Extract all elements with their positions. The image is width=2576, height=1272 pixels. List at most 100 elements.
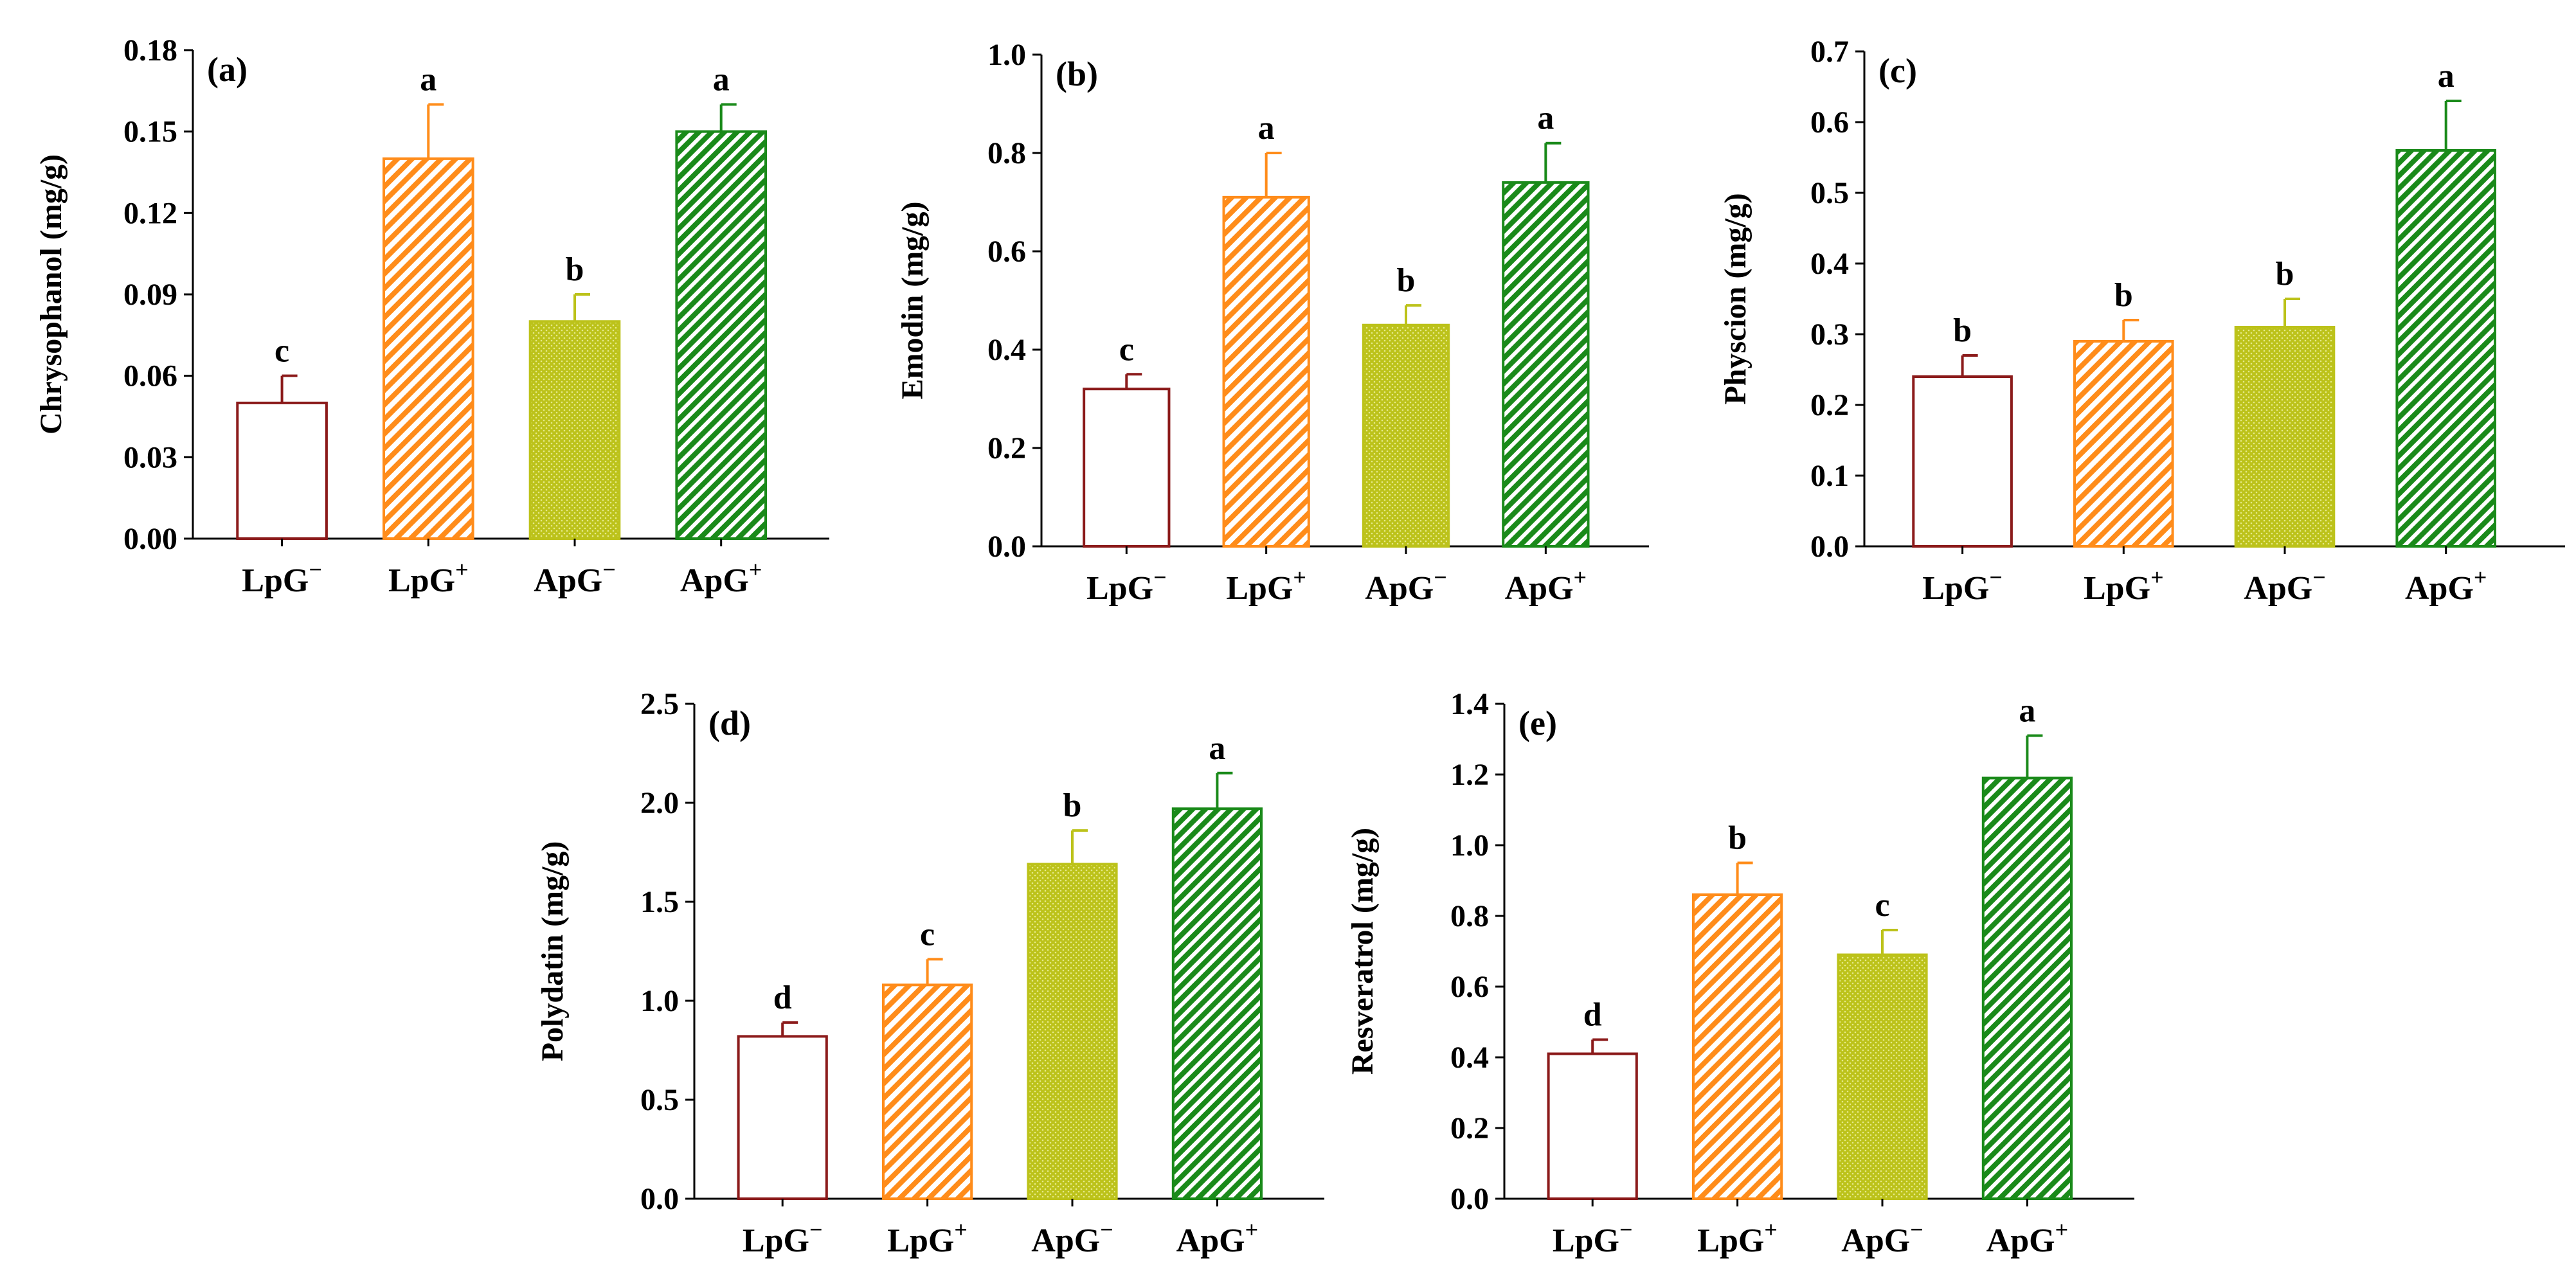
- bar-apg-minus: [2234, 326, 2336, 548]
- x-category-sup: +: [455, 557, 469, 582]
- y-tick-label: 0.2: [1810, 388, 1849, 422]
- significance-letter: b: [1953, 312, 1972, 349]
- bar-apg-plus: [1981, 776, 2073, 1200]
- y-axis-title: Polydatin (mg/g): [536, 841, 570, 1062]
- x-category-label: ApG+: [1176, 1217, 1258, 1259]
- x-category-base: ApG: [1365, 570, 1434, 607]
- x-category-sup: −: [1434, 564, 1447, 590]
- y-tick-label: 0.5: [640, 1083, 679, 1117]
- y-tick-label: 0.2: [987, 431, 1026, 465]
- bar-lpg-minus: [236, 401, 328, 541]
- bar-lpg-minus: [1912, 375, 2013, 548]
- x-category-base: ApG: [1176, 1223, 1245, 1259]
- bar-apg-plus: [2395, 149, 2496, 548]
- bar-lpg-plus: [383, 157, 474, 540]
- bar-lpg-plus: [1692, 893, 1783, 1200]
- x-category-base: LpG: [388, 562, 455, 599]
- x-category-sup: −: [309, 557, 322, 582]
- x-category-label: ApG+: [680, 557, 762, 599]
- x-category-sup: +: [954, 1217, 968, 1242]
- y-tick-label: 1.4: [1450, 687, 1489, 721]
- x-category-label: LpG−: [242, 557, 322, 599]
- chart-panel-3: 0.0 0.1 0.2 0.3 0.4 0.5 0.6 0.7 Physcion (mg/g) (…: [1718, 35, 2565, 607]
- significance-letter: a: [713, 61, 730, 98]
- x-category-label: ApG+: [2405, 564, 2487, 607]
- x-category-label: ApG−: [2244, 564, 2325, 607]
- y-tick-label: 0.15: [123, 115, 177, 149]
- significance-letter: b: [2276, 256, 2294, 292]
- y-axis-title: Physcion (mg/g): [1718, 193, 1752, 404]
- x-category-label: ApG−: [534, 557, 615, 599]
- y-axis-title: Emodin (mg/g): [896, 201, 930, 399]
- x-category-sup: −: [2312, 564, 2326, 590]
- x-category-label: LpG+: [887, 1217, 968, 1259]
- bar-apg-plus: [1502, 181, 1590, 548]
- y-tick-label: 0.12: [123, 196, 177, 230]
- panel-label: (a): [207, 50, 248, 89]
- x-category-label: ApG+: [1505, 564, 1587, 607]
- y-tick-label: 1.5: [640, 885, 679, 919]
- x-category-base: LpG: [242, 562, 309, 599]
- bar-apg-plus: [675, 130, 768, 540]
- bar-lpg-plus: [882, 983, 973, 1200]
- y-tick-label: 0.06: [123, 359, 177, 393]
- x-category-base: ApG: [1986, 1223, 2055, 1259]
- x-category-sup: −: [1989, 564, 2003, 590]
- x-category-sup: −: [1619, 1217, 1633, 1242]
- significance-letter: c: [1119, 331, 1134, 368]
- y-tick-label: 0.0: [987, 530, 1026, 564]
- y-tick-label: 0.5: [1810, 176, 1849, 210]
- significance-letter: b: [1728, 820, 1747, 857]
- x-category-label: LpG+: [2084, 564, 2164, 607]
- x-category-sup: +: [1293, 564, 1306, 590]
- chart-panel-4: 0.0 0.5 1.0 1.5 2.0 2.5 Polydatin (mg/g) (d) d Lp…: [536, 687, 1324, 1259]
- y-tick-label: 0.4: [1810, 247, 1849, 281]
- x-category-sup: +: [1574, 564, 1587, 590]
- chart-panel-5: 0.0 0.2 0.4 0.6 0.8 1.0 1.2 1.4 Resveratrol (mg/…: [1346, 687, 2134, 1259]
- significance-letter: c: [1875, 887, 1889, 924]
- x-category-base: LpG: [2084, 570, 2150, 607]
- y-axis-title: Chrysophanol (mg/g): [34, 154, 68, 434]
- y-tick-label: 0.0: [1810, 530, 1849, 564]
- y-tick-label: 1.2: [1450, 758, 1489, 792]
- x-category-base: LpG: [1922, 570, 1989, 607]
- x-category-base: LpG: [887, 1223, 954, 1259]
- x-category-label: LpG−: [1086, 564, 1167, 607]
- panel-label: (b): [1056, 55, 1098, 93]
- y-tick-label: 0.2: [1450, 1111, 1489, 1145]
- significance-letter: b: [1063, 787, 1082, 824]
- significance-letter: a: [1537, 100, 1554, 137]
- y-tick-label: 0.1: [1810, 459, 1849, 493]
- x-category-base: ApG: [2405, 570, 2474, 607]
- x-category-base: LpG: [743, 1223, 809, 1259]
- bar-apg-plus: [1171, 807, 1263, 1200]
- x-category-sup: −: [1100, 1217, 1113, 1242]
- y-tick-label: 0.4: [987, 333, 1026, 367]
- x-category-label: ApG−: [1841, 1217, 1923, 1259]
- x-category-label: ApG−: [1031, 1217, 1113, 1259]
- x-category-label: LpG−: [1553, 1217, 1633, 1259]
- x-category-sup: −: [1910, 1217, 1923, 1242]
- bar-lpg-plus: [1222, 195, 1310, 548]
- significance-letter: d: [773, 980, 792, 1016]
- x-category-base: LpG: [1086, 570, 1153, 607]
- x-category-base: ApG: [1841, 1223, 1910, 1259]
- y-tick-label: 0.18: [123, 33, 177, 67]
- y-tick-label: 0.09: [123, 278, 177, 312]
- x-category-label: ApG+: [1986, 1217, 2068, 1259]
- bar-lpg-minus: [1083, 388, 1171, 548]
- y-tick-label: 1.0: [987, 38, 1026, 72]
- y-axis-title: Resveratrol (mg/g): [1346, 828, 1380, 1075]
- significance-letter: a: [420, 61, 437, 98]
- x-category-sup: +: [1245, 1217, 1259, 1242]
- x-category-base: LpG: [1553, 1223, 1619, 1259]
- y-tick-label: 0.6: [1810, 105, 1849, 139]
- bar-lpg-minus: [737, 1035, 828, 1200]
- y-tick-label: 0.6: [987, 235, 1026, 269]
- x-category-base: ApG: [1505, 570, 1574, 607]
- bar-apg-minus: [1362, 323, 1450, 548]
- x-category-label: LpG+: [1226, 564, 1306, 607]
- y-tick-label: 0.7: [1810, 35, 1849, 69]
